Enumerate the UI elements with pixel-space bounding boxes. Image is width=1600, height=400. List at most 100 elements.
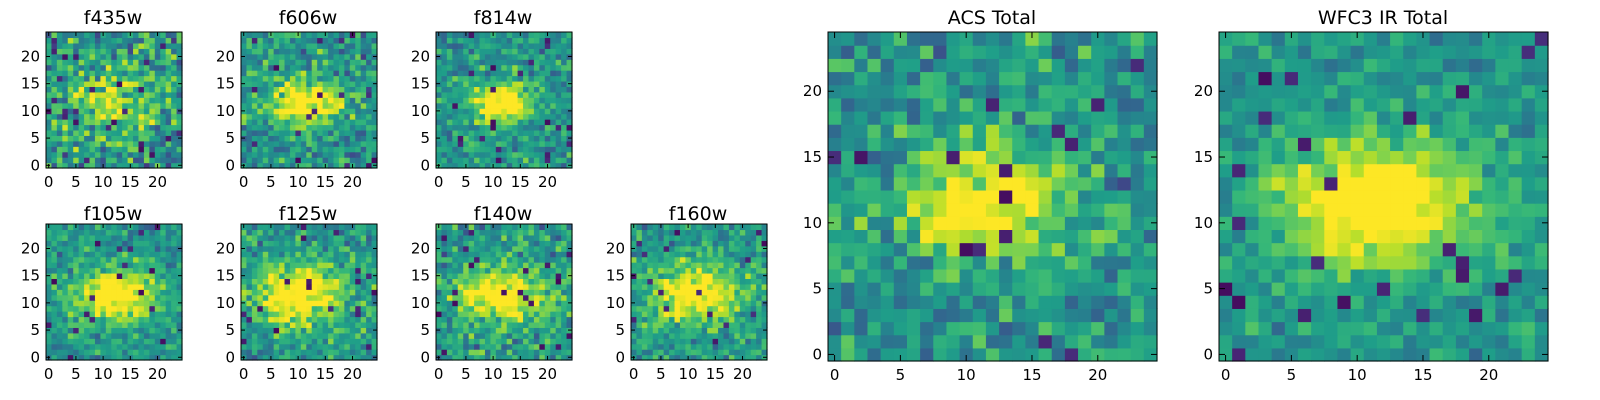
heatmap-cell (279, 113, 286, 120)
heatmap-cell (311, 354, 318, 361)
heatmap-cell (463, 256, 470, 263)
heatmap-cell (828, 334, 842, 349)
heatmap-cell (284, 75, 291, 82)
heatmap-cell (105, 224, 112, 231)
heatmap-cell (490, 59, 497, 66)
heatmap-cell (306, 251, 313, 258)
heatmap-cell (100, 108, 107, 115)
heatmap-cell (474, 229, 481, 236)
heatmap-cell (893, 308, 908, 323)
heatmap-cell (143, 332, 150, 339)
heatmap-cell (262, 251, 269, 258)
heatmap-cell (566, 119, 573, 126)
heatmap-cell (284, 267, 291, 274)
heatmap-cell (262, 108, 269, 115)
heatmap-cell (566, 251, 573, 258)
heatmap-cell (176, 234, 183, 241)
heatmap-cell (171, 146, 178, 153)
heatmap-cell (880, 295, 895, 309)
heatmap-cell (446, 305, 453, 312)
y-tick-label: 10 (216, 102, 235, 120)
heatmap-cell (544, 42, 551, 49)
heatmap-cell (517, 91, 524, 98)
heatmap-cell (143, 124, 150, 131)
heatmap-cell (441, 42, 448, 49)
heatmap-cell (441, 267, 448, 274)
heatmap-cell (355, 224, 362, 231)
heatmap-cell (84, 37, 91, 44)
heatmap-cell (366, 113, 373, 120)
heatmap-cell (116, 267, 123, 274)
heatmap-cell (94, 289, 101, 296)
heatmap-cell (463, 262, 470, 269)
heatmap-cell (679, 321, 686, 328)
heatmap-cell (490, 70, 497, 77)
heatmap-cell (728, 338, 735, 345)
heatmap-cell (436, 343, 443, 350)
heatmap-cell (366, 53, 373, 60)
heatmap-cell (73, 240, 80, 247)
heatmap-cell (165, 97, 172, 104)
heatmap-cell (523, 343, 530, 350)
heatmap-cell (946, 334, 961, 349)
heatmap-cell (463, 53, 470, 60)
heatmap-cell (828, 203, 842, 217)
heatmap-cell (78, 343, 85, 350)
heatmap-cell (176, 48, 183, 55)
heatmap-cell (490, 349, 497, 356)
heatmap-cell (73, 80, 80, 87)
heatmap-cell (84, 283, 91, 290)
heatmap-cell (690, 294, 697, 301)
heatmap-cell (631, 349, 638, 356)
heatmap-cell (1064, 347, 1079, 362)
heatmap-cell (631, 294, 638, 301)
heatmap-cell (344, 42, 351, 49)
heatmap-cell (474, 256, 481, 263)
heatmap-cell (127, 262, 134, 269)
heatmap-cell (539, 91, 546, 98)
heatmap-cell (539, 32, 546, 39)
heatmap-cell (355, 332, 362, 339)
heatmap-cell (338, 229, 345, 236)
heatmap-cell (468, 64, 475, 71)
heatmap-cell (67, 108, 74, 115)
heatmap-cell (289, 316, 296, 323)
heatmap-cell (728, 224, 735, 231)
heatmap-cell (1130, 255, 1145, 270)
heatmap-cell (289, 272, 296, 279)
heatmap-cell (67, 338, 74, 345)
heatmap-cell (474, 146, 481, 153)
heatmap-cell (517, 278, 524, 285)
heatmap-cell (1038, 203, 1053, 217)
heatmap-cell (463, 42, 470, 49)
heatmap-cell (89, 224, 96, 231)
heatmap-cell (501, 59, 508, 66)
heatmap-cell (171, 240, 178, 247)
heatmap-cell (51, 338, 58, 345)
heatmap-cell (154, 311, 161, 318)
heatmap-cell (555, 113, 562, 120)
heatmap-cell (268, 42, 275, 49)
heatmap-cell (528, 70, 535, 77)
heatmap-cell (251, 224, 258, 231)
heatmap-cell (739, 262, 746, 269)
heatmap-cell (116, 80, 123, 87)
heatmap-cell (328, 135, 335, 142)
heatmap-cell (750, 240, 757, 247)
heatmap-cell (176, 256, 183, 263)
heatmap-cell (165, 102, 172, 109)
heatmap-cell (906, 176, 921, 191)
heatmap-cell (116, 354, 123, 361)
heatmap-cell (468, 316, 475, 323)
heatmap-cell (127, 316, 134, 323)
heatmap-cell (463, 70, 470, 77)
heatmap-cell (528, 294, 535, 301)
heatmap-cell (566, 157, 573, 164)
heatmap-cell (436, 97, 443, 104)
heatmap-cell (360, 37, 367, 44)
heatmap-cell (647, 311, 654, 318)
heatmap-cell (647, 300, 654, 307)
heatmap-cell (523, 146, 530, 153)
heatmap-cell (62, 97, 69, 104)
heatmap-cell (739, 338, 746, 345)
